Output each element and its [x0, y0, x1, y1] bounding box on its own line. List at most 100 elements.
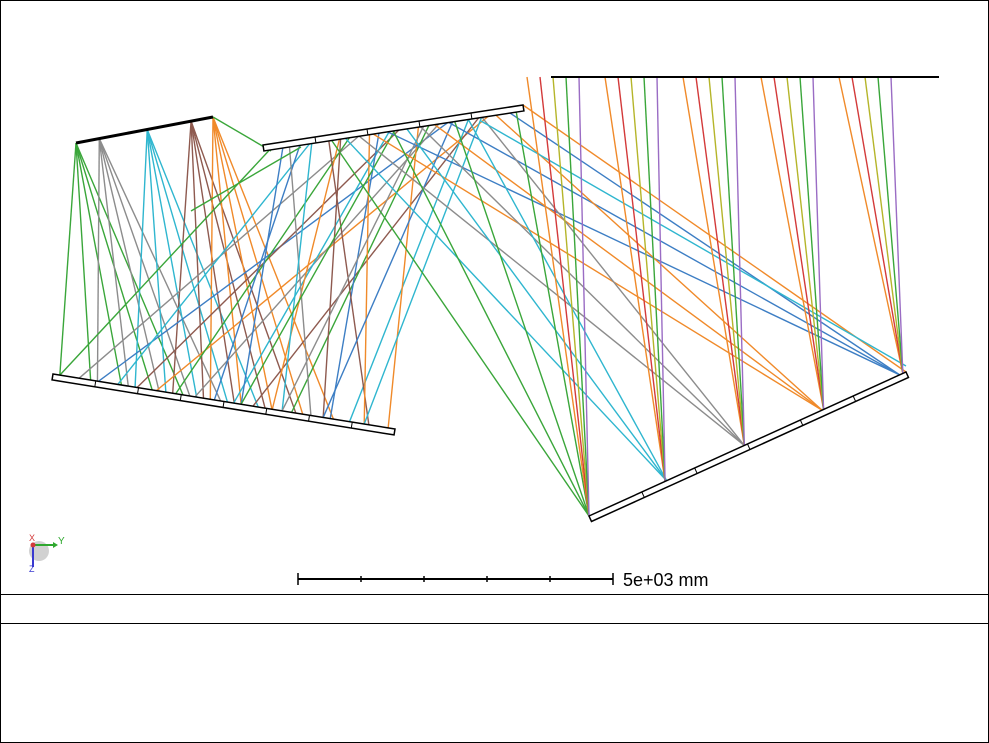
ray — [290, 118, 433, 413]
top-middle-mirror — [262, 104, 525, 152]
ray — [117, 136, 316, 385]
ray — [480, 120, 907, 367]
ray — [812, 76, 825, 410]
ray — [452, 115, 590, 517]
ray — [799, 76, 825, 410]
lower-left-mirror-segment — [179, 394, 182, 401]
ray — [682, 76, 746, 446]
lower-left-mirror-segment — [350, 422, 353, 429]
scale-bar-label: 5e+03 mm — [623, 570, 709, 590]
ray — [271, 132, 342, 410]
lower-right-mirror-segment — [694, 467, 698, 474]
ray — [786, 76, 825, 410]
ray — [212, 116, 273, 410]
ray — [146, 129, 167, 393]
lower-right-mirror-segment — [747, 443, 751, 450]
ray — [348, 112, 472, 422]
ray — [851, 76, 904, 374]
top-middle-mirror-segment — [366, 128, 369, 136]
ray — [190, 121, 205, 399]
ray — [134, 129, 148, 388]
ray-bundles — [59, 76, 907, 517]
ray — [136, 122, 407, 389]
ray — [240, 123, 399, 405]
ray — [514, 106, 590, 517]
ray — [734, 76, 746, 446]
ray — [522, 104, 907, 373]
ray — [502, 107, 901, 376]
ray — [98, 138, 129, 387]
ray — [643, 76, 666, 482]
ray — [464, 113, 668, 482]
ray — [617, 76, 666, 482]
ray — [327, 134, 370, 425]
lower-left-mirror-segment — [265, 408, 268, 415]
ray — [233, 124, 394, 404]
optical-elements — [51, 76, 939, 523]
ray — [329, 126, 381, 419]
ray — [190, 146, 302, 212]
ray — [213, 138, 303, 401]
lower-right-mirror-segment — [799, 419, 804, 426]
lower-left-mirror-segment — [94, 380, 97, 387]
ray — [526, 76, 590, 517]
ray — [75, 142, 92, 381]
ray — [414, 121, 745, 446]
ray — [864, 76, 904, 374]
ray — [760, 76, 825, 410]
ray — [194, 116, 446, 398]
ray — [172, 121, 192, 394]
ray — [439, 117, 901, 376]
axis-x-label: X — [29, 533, 35, 543]
footer-panel — [1, 624, 988, 742]
scale-bar: 5e+03 mm — [297, 570, 709, 590]
lower-left-mirror-segment — [222, 401, 225, 408]
optical-layout-plot: X Y Z 5e+03 mm — [29, 76, 939, 590]
ray — [339, 132, 668, 482]
ray — [552, 76, 590, 517]
ray — [695, 76, 746, 446]
ray — [773, 76, 825, 410]
ray — [721, 76, 746, 446]
ray — [477, 111, 745, 446]
lower-right-mirror-segment — [641, 491, 645, 498]
ray — [212, 116, 242, 405]
ray — [365, 128, 823, 411]
ray — [240, 141, 285, 405]
ray — [489, 109, 823, 411]
top-middle-mirror-segment — [418, 120, 421, 128]
ray — [146, 129, 229, 403]
lower-left-mirror-segment — [308, 415, 310, 422]
ray — [402, 123, 668, 482]
ray — [630, 76, 666, 482]
top-middle-mirror-segment — [314, 136, 317, 144]
ray — [78, 128, 368, 379]
ray — [327, 134, 590, 517]
ray — [877, 76, 904, 374]
ray — [363, 110, 485, 425]
ray — [212, 116, 272, 152]
ray — [539, 76, 590, 517]
ray — [604, 76, 666, 482]
ray — [281, 119, 428, 412]
ray — [578, 76, 590, 517]
top-left-mirror — [75, 115, 214, 145]
ray — [59, 142, 277, 376]
axis-triad-icon: X Y Z — [29, 533, 65, 574]
top-middle-mirror-segment — [470, 112, 473, 120]
axis-z-label: Z — [29, 564, 35, 574]
ray — [59, 142, 77, 376]
ray — [890, 76, 904, 374]
lower-right-mirror-segment — [852, 395, 857, 402]
ray — [98, 138, 160, 392]
ray — [281, 137, 314, 411]
ray — [146, 129, 259, 408]
ray — [656, 76, 666, 482]
ray — [565, 76, 590, 517]
layout-viewport[interactable]: X Y Z 5e+03 mm — [1, 1, 988, 594]
info-bar — [1, 594, 988, 624]
ray — [252, 110, 485, 407]
ray — [288, 140, 312, 416]
axis-y-label: Y — [58, 536, 65, 547]
